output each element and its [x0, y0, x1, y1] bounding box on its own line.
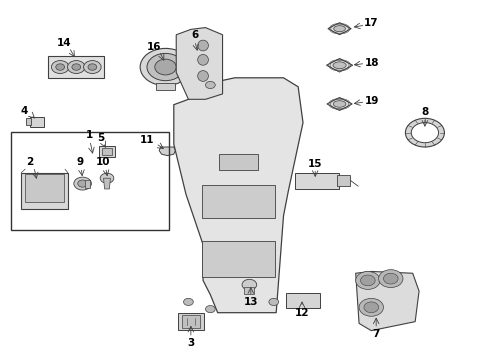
Circle shape	[67, 60, 85, 73]
Polygon shape	[327, 23, 350, 35]
Text: 14: 14	[57, 38, 71, 48]
Bar	[11, 132, 168, 230]
Bar	[25, 174, 64, 202]
Circle shape	[205, 306, 215, 313]
Circle shape	[56, 64, 64, 70]
Polygon shape	[326, 98, 351, 111]
Bar	[218, 154, 257, 170]
Ellipse shape	[332, 62, 346, 69]
Circle shape	[147, 53, 183, 81]
Circle shape	[155, 59, 176, 75]
Text: 5: 5	[97, 133, 104, 143]
Ellipse shape	[333, 26, 345, 32]
Text: 18: 18	[364, 58, 379, 68]
Bar	[21, 173, 68, 209]
Circle shape	[183, 298, 193, 306]
Circle shape	[83, 60, 101, 73]
Polygon shape	[355, 271, 418, 330]
Text: 6: 6	[191, 30, 198, 40]
Bar	[285, 293, 320, 308]
Text: 17: 17	[363, 18, 378, 28]
Circle shape	[242, 279, 256, 290]
Circle shape	[74, 177, 91, 190]
Text: 11: 11	[140, 135, 154, 145]
Circle shape	[51, 60, 69, 73]
Bar	[99, 146, 115, 157]
Text: 15: 15	[307, 159, 322, 169]
Text: 4: 4	[20, 106, 28, 116]
Circle shape	[88, 64, 97, 70]
Polygon shape	[326, 58, 352, 72]
Text: 13: 13	[243, 297, 258, 307]
Ellipse shape	[197, 54, 208, 65]
Bar	[102, 148, 112, 155]
Text: 2: 2	[26, 157, 34, 167]
Text: 19: 19	[365, 96, 379, 106]
Text: 1: 1	[86, 130, 93, 140]
Circle shape	[72, 64, 81, 70]
Text: 10: 10	[96, 157, 110, 167]
Ellipse shape	[197, 71, 208, 81]
Polygon shape	[103, 178, 110, 189]
Bar	[178, 313, 203, 330]
Ellipse shape	[332, 101, 345, 107]
Text: 3: 3	[187, 338, 194, 348]
Text: 9: 9	[77, 157, 83, 167]
Circle shape	[383, 273, 397, 284]
Bar	[294, 173, 338, 189]
Circle shape	[410, 123, 438, 143]
Ellipse shape	[197, 40, 208, 51]
Text: 16: 16	[147, 42, 161, 51]
Circle shape	[268, 298, 278, 306]
Text: 8: 8	[421, 107, 427, 117]
Bar	[26, 118, 31, 126]
Circle shape	[355, 271, 379, 289]
Text: 12: 12	[294, 308, 308, 318]
Polygon shape	[176, 28, 222, 99]
Polygon shape	[173, 78, 303, 313]
Circle shape	[405, 118, 444, 147]
Text: 7: 7	[372, 329, 379, 339]
Bar	[181, 315, 200, 328]
Circle shape	[363, 302, 378, 313]
Bar	[30, 117, 43, 127]
Circle shape	[205, 81, 215, 89]
Circle shape	[378, 270, 402, 288]
Bar	[201, 185, 274, 218]
Bar	[201, 241, 274, 277]
Bar	[336, 175, 349, 186]
Circle shape	[358, 298, 383, 316]
Bar	[84, 180, 90, 188]
Bar	[156, 83, 175, 90]
Circle shape	[100, 173, 114, 183]
Bar	[48, 56, 104, 78]
Bar	[244, 287, 254, 294]
Circle shape	[78, 180, 87, 187]
Polygon shape	[159, 147, 175, 156]
Circle shape	[360, 275, 374, 286]
Circle shape	[140, 48, 190, 86]
